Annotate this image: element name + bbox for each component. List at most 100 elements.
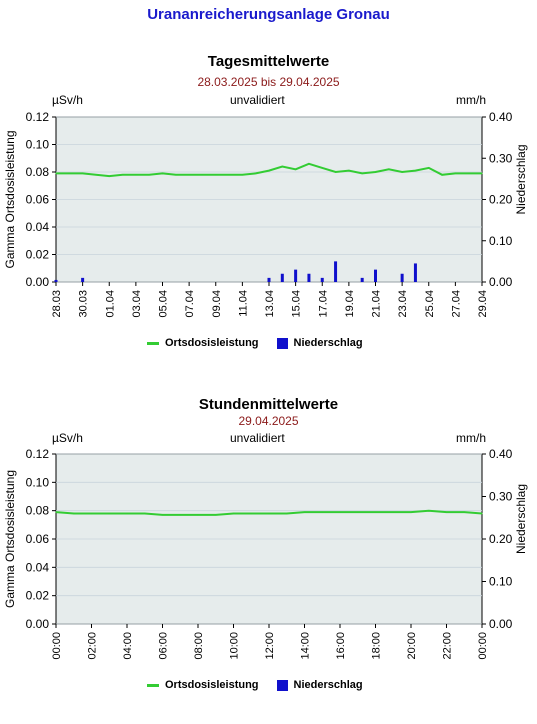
- dose-point: [361, 172, 363, 174]
- chart2-legend: Ortsdosisleistung Niederschlag: [147, 679, 363, 691]
- x-tick-label: 14:00: [300, 632, 312, 660]
- precip-bar: [360, 277, 364, 282]
- chart2-title: Stundenmittelwerte: [198, 396, 339, 413]
- dose-point: [481, 512, 483, 515]
- dose-point: [463, 511, 465, 513]
- y-tick-label: 0.04: [26, 220, 50, 234]
- dose-point: [95, 174, 97, 176]
- x-tick-label: 17.04: [317, 290, 329, 318]
- y2-tick-label: 0.30: [489, 151, 513, 165]
- y2-tick-label: 0.10: [489, 575, 513, 589]
- dose-point: [82, 172, 84, 174]
- precip-bar: [374, 269, 377, 282]
- x-tick-label: 16:00: [335, 632, 347, 660]
- legend-dose-label: Ortsdosisleistung: [165, 679, 259, 691]
- chart1-subtitle: 28.03.2025 bis 29.04.2025: [197, 75, 340, 89]
- dose-point: [268, 512, 270, 515]
- dose-point: [232, 512, 235, 515]
- x-tick-label: 05.04: [158, 290, 170, 318]
- dose-point: [374, 511, 377, 513]
- dose-point: [161, 172, 164, 174]
- x-tick-label: 25.04: [424, 290, 436, 318]
- dose-point: [357, 511, 359, 513]
- dose-point: [401, 171, 403, 173]
- x-tick-label: 00:00: [51, 632, 63, 660]
- x-tick-label: 11.04: [237, 290, 249, 317]
- x-tick-label: 09.04: [211, 290, 223, 318]
- y-tick-label: 0.08: [26, 504, 50, 518]
- y2-tick-label: 0.20: [489, 193, 513, 207]
- dose-point: [321, 167, 323, 169]
- dose-point: [388, 168, 390, 170]
- x-tick-label: 00:00: [477, 632, 489, 660]
- x-tick-label: 15.04: [291, 290, 303, 318]
- dose-point: [428, 167, 430, 169]
- precip-bar: [334, 261, 338, 282]
- legend-dose-swatch: [147, 341, 159, 345]
- dose-point: [215, 514, 217, 516]
- dose-point: [55, 172, 57, 174]
- dose-point: [339, 511, 341, 513]
- y-tick-label: 0.02: [26, 589, 50, 603]
- precip-bar: [400, 273, 404, 282]
- chart2-left-unit: µSv/h: [52, 431, 83, 445]
- legend-precip-swatch: [276, 337, 288, 349]
- y-tick-label: 0.08: [26, 165, 50, 179]
- dose-point: [161, 514, 164, 516]
- dose-point: [126, 512, 128, 515]
- precip-bar: [280, 273, 284, 282]
- dose-point: [481, 172, 483, 174]
- chart2-plot: 0.00 0.02 0.04 0.06 0.08 0.10 0.12 0.00 0.10 0.20…: [3, 447, 528, 660]
- chart1-legend: Ortsdosisleistung Niederschlag: [147, 337, 363, 349]
- dose-point: [108, 175, 110, 177]
- dose-point: [73, 512, 75, 515]
- dose-point: [321, 511, 323, 513]
- dose-point: [268, 170, 270, 172]
- x-tick-label: 22:00: [442, 632, 454, 660]
- dose-point: [414, 170, 417, 172]
- y-tick-label: 0.02: [26, 248, 50, 262]
- y2-tick-label: 0.00: [489, 617, 513, 631]
- dose-point: [148, 174, 150, 176]
- precip-bar: [54, 279, 58, 282]
- x-tick-label: 23.04: [397, 290, 409, 318]
- y2-tick-label: 0.20: [489, 532, 513, 546]
- precip-bar: [81, 277, 85, 282]
- x-tick-label: 27.04: [450, 290, 462, 318]
- dose-point: [428, 510, 430, 512]
- dose-point: [179, 514, 181, 516]
- legend-dose-swatch: [147, 683, 159, 687]
- x-tick-label: 03.04: [131, 290, 143, 318]
- legend-precip-label: Niederschlag: [293, 679, 363, 691]
- dose-point: [308, 163, 310, 165]
- dose-point: [410, 511, 412, 513]
- x-tick-label: 12:00: [264, 632, 276, 660]
- y-tick-label: 0.10: [26, 138, 50, 152]
- y2-axis-label: Niederschlag: [514, 144, 528, 214]
- chart2-subtitle: 29.04.2025: [238, 414, 299, 428]
- dose-point: [197, 514, 199, 516]
- dose-point: [286, 512, 288, 515]
- chart1-title: Tagesmittelwerte: [207, 53, 330, 70]
- y2-tick-label: 0.30: [489, 490, 513, 504]
- dose-point: [121, 174, 124, 176]
- y-tick-label: 0.12: [26, 110, 50, 124]
- dose-point: [295, 168, 297, 170]
- y2-tick-label: 0.40: [489, 447, 513, 461]
- dose-point: [348, 170, 350, 172]
- chart1-plot: 0.00 0.02 0.04 0.06 0.08 0.10 0.12 0.00 0.10 0.20…: [3, 110, 528, 318]
- y2-axis-label: Niederschlag: [514, 484, 528, 554]
- dose-point: [215, 174, 217, 176]
- chart2-right-unit: mm/h: [456, 431, 486, 445]
- y-tick-label: 0.04: [26, 560, 50, 574]
- dose-point: [255, 172, 257, 174]
- x-tick-label: 30.03: [78, 290, 90, 318]
- x-tick-label: 02:00: [87, 632, 99, 660]
- y-tick-label: 0.06: [26, 193, 50, 207]
- chart2-status: unvalidiert: [230, 431, 285, 445]
- x-tick-label: 06:00: [158, 632, 170, 660]
- x-tick-label: 28.03: [51, 290, 63, 318]
- precip-bar: [307, 273, 311, 282]
- dose-point: [441, 174, 443, 176]
- dose-point: [175, 174, 177, 176]
